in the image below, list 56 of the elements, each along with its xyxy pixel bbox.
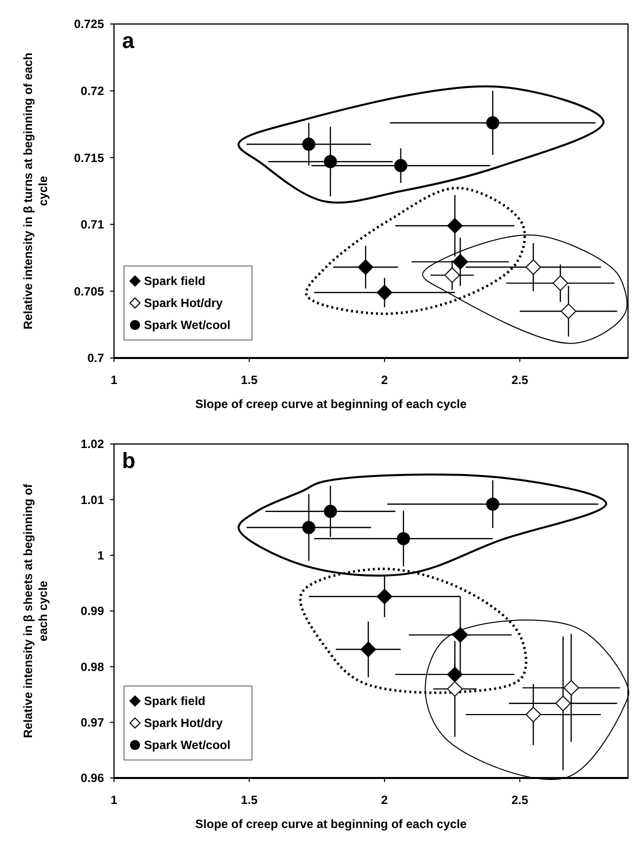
legend-label: Spark field xyxy=(144,274,206,288)
x-axis-title: Slope of creep curve at beginning of each cycle xyxy=(195,397,468,411)
legend-label: Spark Hot/dry xyxy=(144,296,224,310)
x-tick-label: 2.5 xyxy=(511,793,528,807)
point xyxy=(486,116,500,130)
y-tick-label: 0.715 xyxy=(74,150,104,165)
point xyxy=(396,532,410,546)
point xyxy=(376,284,392,300)
y-tick-label: 1.02 xyxy=(80,437,104,452)
y-tick-label: 0.96 xyxy=(80,771,104,786)
y-tick-label: 0.99 xyxy=(80,604,104,618)
y-tick-label: 0.97 xyxy=(80,716,104,730)
point xyxy=(563,680,579,696)
x-tick-label: 2 xyxy=(381,373,388,387)
legend-label: Spark Wet/cool xyxy=(144,738,230,752)
y-tick-label: 1.01 xyxy=(80,492,104,507)
point xyxy=(526,706,542,722)
y-tick-label: 0.72 xyxy=(80,84,104,98)
point xyxy=(360,642,376,658)
x-tick-label: 1.5 xyxy=(240,793,258,807)
y-tick-label: 0.98 xyxy=(80,660,104,674)
point xyxy=(358,259,374,275)
point xyxy=(324,155,337,168)
point xyxy=(324,504,337,518)
legend-label: Spark Wet/cool xyxy=(144,318,230,332)
point xyxy=(444,267,460,283)
point xyxy=(555,696,571,712)
y-tick-label: 0.725 xyxy=(74,17,104,32)
point xyxy=(447,681,463,697)
chart-title: b xyxy=(122,448,136,473)
point xyxy=(552,275,568,291)
x-tick-label: 1 xyxy=(110,373,118,387)
point xyxy=(302,520,316,534)
y-tick-label: 0.705 xyxy=(74,284,104,298)
point xyxy=(376,588,392,604)
point xyxy=(526,259,542,275)
x-axis-title: Slope of creep curve at beginning of each cycle xyxy=(195,817,468,831)
x-tick-label: 1 xyxy=(110,793,118,807)
point xyxy=(447,218,463,234)
point xyxy=(486,498,500,511)
point xyxy=(560,303,576,320)
x-tick-label: 2.5 xyxy=(511,373,528,387)
x-tick-label: 1.5 xyxy=(240,373,258,387)
x-tick-label: 2 xyxy=(381,793,388,807)
y-axis-title: Relative intensity in β sheets at beginning of each cycle xyxy=(21,482,50,738)
y-tick-label: 0.71 xyxy=(80,218,104,232)
point xyxy=(394,159,408,172)
y-tick-label: 1 xyxy=(97,548,104,563)
point xyxy=(302,138,316,151)
point xyxy=(452,627,468,643)
chart-title: a xyxy=(122,28,135,53)
y-axis-title: Relative intensity in β turns at beginning of each cycle xyxy=(21,52,50,330)
y-tick-label: 0.7 xyxy=(87,351,104,366)
point xyxy=(452,254,468,270)
legend-label: Spark field xyxy=(144,694,206,708)
legend-label: Spark Hot/dry xyxy=(144,716,224,730)
